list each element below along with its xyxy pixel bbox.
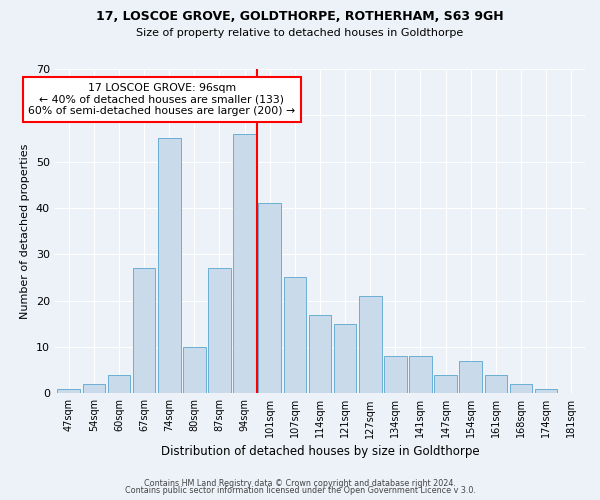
Bar <box>460 361 482 394</box>
Bar <box>409 356 432 394</box>
Bar <box>509 384 532 394</box>
Text: 17, LOSCOE GROVE, GOLDTHORPE, ROTHERHAM, S63 9GH: 17, LOSCOE GROVE, GOLDTHORPE, ROTHERHAM,… <box>96 10 504 23</box>
Bar <box>158 138 181 394</box>
Bar <box>233 134 256 394</box>
Bar <box>284 278 306 394</box>
Bar <box>308 314 331 394</box>
Bar <box>133 268 155 394</box>
Bar <box>259 204 281 394</box>
Bar <box>83 384 105 394</box>
Text: Size of property relative to detached houses in Goldthorpe: Size of property relative to detached ho… <box>136 28 464 38</box>
Text: 17 LOSCOE GROVE: 96sqm
← 40% of detached houses are smaller (133)
60% of semi-de: 17 LOSCOE GROVE: 96sqm ← 40% of detached… <box>28 83 295 116</box>
Bar <box>208 268 231 394</box>
Bar <box>107 375 130 394</box>
Bar <box>58 388 80 394</box>
Bar <box>485 375 507 394</box>
Bar <box>535 388 557 394</box>
Bar <box>359 296 382 394</box>
X-axis label: Distribution of detached houses by size in Goldthorpe: Distribution of detached houses by size … <box>161 444 479 458</box>
Bar <box>334 324 356 394</box>
Bar <box>183 347 206 394</box>
Bar <box>384 356 407 394</box>
Bar <box>434 375 457 394</box>
Text: Contains HM Land Registry data © Crown copyright and database right 2024.: Contains HM Land Registry data © Crown c… <box>144 478 456 488</box>
Y-axis label: Number of detached properties: Number of detached properties <box>20 144 31 319</box>
Text: Contains public sector information licensed under the Open Government Licence v : Contains public sector information licen… <box>125 486 475 495</box>
